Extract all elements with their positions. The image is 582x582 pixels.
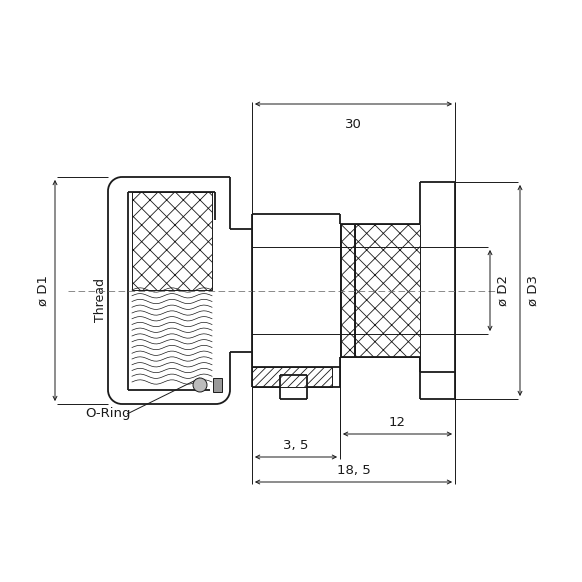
Text: ø D2: ø D2 xyxy=(496,275,509,306)
Bar xyxy=(341,224,354,357)
Text: 12: 12 xyxy=(389,416,406,429)
Text: ø D1: ø D1 xyxy=(37,275,49,306)
Text: Thread: Thread xyxy=(94,279,107,322)
Circle shape xyxy=(193,378,207,392)
Polygon shape xyxy=(108,177,230,404)
Bar xyxy=(213,378,222,392)
Bar xyxy=(132,192,212,290)
Text: O-Ring: O-Ring xyxy=(85,407,130,421)
Bar xyxy=(355,224,420,357)
Bar xyxy=(252,367,332,387)
Text: 30: 30 xyxy=(345,118,362,131)
Text: 3, 5: 3, 5 xyxy=(283,439,308,452)
Text: ø D3: ø D3 xyxy=(527,275,540,306)
Text: 18, 5: 18, 5 xyxy=(336,464,370,477)
